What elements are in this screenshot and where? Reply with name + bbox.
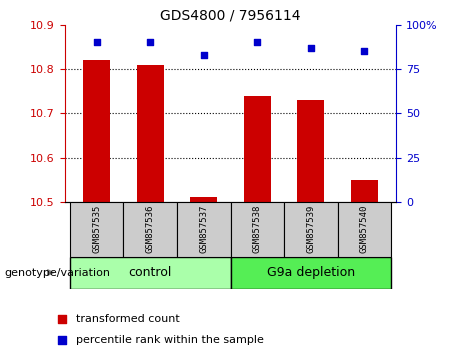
Point [59,337,66,343]
Bar [124,202,177,257]
Point [254,40,261,45]
Bar [351,179,378,202]
Text: GSM857535: GSM857535 [92,205,101,253]
Text: percentile rank within the sample: percentile rank within the sample [76,335,264,345]
Bar [70,202,124,257]
Point [361,48,368,54]
Text: GDS4800 / 7956114: GDS4800 / 7956114 [160,9,301,23]
Bar [297,100,324,202]
Bar [337,202,391,257]
Bar [190,197,217,202]
Text: transformed count: transformed count [76,314,179,324]
Text: GSM857539: GSM857539 [306,205,315,253]
Text: G9a depletion: G9a depletion [267,266,355,279]
Point [200,52,207,58]
Bar [177,202,230,257]
Bar [230,202,284,257]
Bar [230,257,391,289]
Text: control: control [129,266,172,279]
Point [147,40,154,45]
Bar [70,257,230,289]
Text: GSM857538: GSM857538 [253,205,262,253]
Text: GSM857536: GSM857536 [146,205,155,253]
Bar [244,96,271,202]
Point [93,40,100,45]
Point [59,316,66,321]
Bar [137,64,164,202]
Text: GSM857537: GSM857537 [199,205,208,253]
Bar [83,60,110,202]
Text: genotype/variation: genotype/variation [5,268,111,278]
Bar [284,202,337,257]
Point [307,45,314,51]
Text: GSM857540: GSM857540 [360,205,369,253]
